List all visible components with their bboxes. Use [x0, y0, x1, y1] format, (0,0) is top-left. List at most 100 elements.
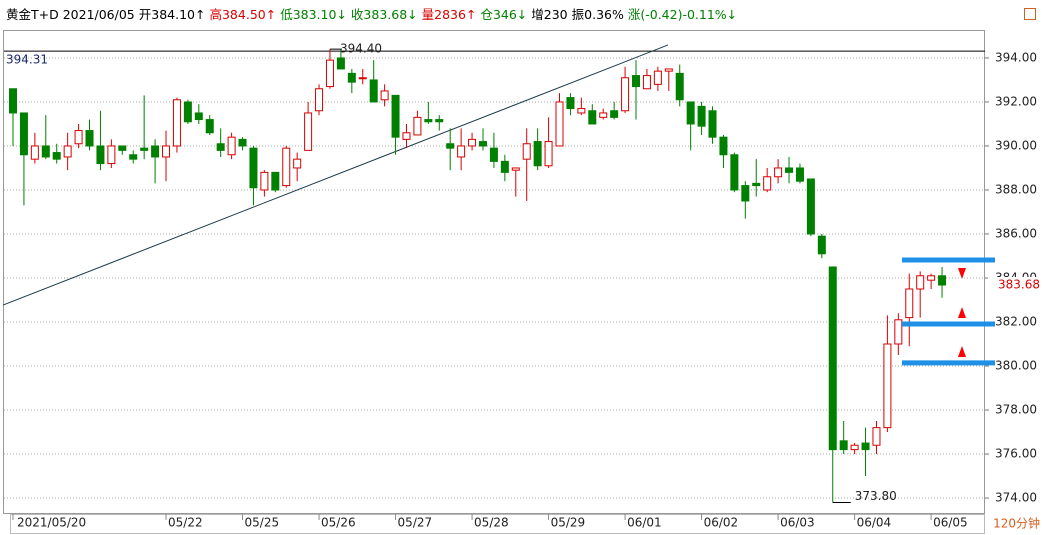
x-tick-label: 05/25: [245, 516, 280, 530]
header-item: 高384.50↑: [209, 7, 276, 22]
y-tick-label: 382.00: [995, 315, 1037, 329]
x-tick-label: 06/04: [857, 516, 892, 530]
candle-body: [172, 99, 181, 147]
candle-body: [872, 427, 881, 446]
candle-body: [271, 171, 280, 191]
candle-body: [151, 145, 160, 158]
candle-body: [347, 72, 356, 83]
candle-body: [741, 185, 750, 202]
candle-body: [642, 75, 651, 90]
candle-body: [391, 94, 400, 138]
candle-body: [457, 145, 466, 158]
candle-body: [905, 288, 914, 319]
candle-body: [927, 275, 936, 281]
x-tick-label: 06/03: [780, 516, 815, 530]
candle-body: [63, 145, 72, 158]
candle-body: [566, 97, 575, 110]
candle-body: [380, 90, 389, 101]
candle-body: [588, 110, 597, 125]
candle-body: [785, 167, 794, 173]
candle-body: [435, 119, 444, 123]
candle-body: [752, 182, 761, 187]
candle-body: [861, 442, 870, 451]
candle-body: [260, 171, 269, 191]
candle-body: [468, 138, 477, 147]
candle-body: [249, 147, 258, 189]
candle-body: [369, 79, 378, 103]
candle-body: [697, 105, 706, 127]
candle-body: [599, 112, 608, 118]
candle-body: [522, 143, 531, 160]
candle-body: [140, 147, 149, 151]
candle-body: [216, 143, 225, 151]
candle-body: [162, 145, 171, 158]
candle-body: [282, 147, 291, 187]
candle-body: [194, 112, 203, 121]
candle-body: [577, 108, 586, 114]
header-item: 增230: [531, 7, 567, 22]
header-item: 仓346↓: [480, 7, 527, 22]
last-price: 383.68: [998, 278, 1040, 292]
reference-label: 394.31: [6, 53, 48, 67]
candle-body: [828, 266, 837, 451]
candle-body: [315, 88, 324, 112]
candle-body: [916, 275, 925, 290]
up-arrow: [958, 346, 966, 357]
candle-body: [544, 141, 553, 167]
x-tick-label: 06/01: [627, 516, 662, 530]
candle-body: [806, 178, 815, 235]
candle-body: [19, 112, 28, 156]
candle-body: [129, 154, 138, 160]
window-icon[interactable]: [1024, 8, 1036, 20]
x-tick-label: 06/02: [704, 516, 739, 530]
candle-body: [555, 101, 564, 147]
candle-body: [74, 130, 83, 145]
candle-body: [402, 132, 411, 140]
candle-body: [96, 145, 105, 165]
candle-body: [938, 275, 947, 286]
candle-body: [730, 154, 739, 191]
y-tick-label: 392.00: [995, 94, 1037, 108]
candle-body: [358, 77, 367, 80]
header-item: 量2836↑: [422, 7, 477, 22]
y-tick-label: 374.00: [995, 491, 1037, 505]
candle-body: [205, 119, 214, 134]
candle-body: [424, 119, 433, 123]
candle-body: [478, 141, 487, 147]
candle-body: [708, 110, 717, 138]
header-item: 开384.10↑: [139, 7, 206, 22]
candle-body: [446, 143, 455, 149]
candle-body: [653, 70, 662, 85]
up-arrow: [958, 307, 966, 318]
x-tick-label: 06/05: [933, 516, 968, 530]
candle-body: [489, 147, 498, 162]
header-item: 振0.36%: [572, 7, 624, 22]
candle-body: [839, 440, 848, 451]
header: 黄金T+D 2021/06/05 开384.10↑ 高384.50↑ 低383.10↓…: [6, 7, 737, 22]
candle-body: [413, 116, 422, 136]
header-item: 收383.68↓: [351, 7, 418, 22]
x-tick-label: 05/29: [551, 516, 586, 530]
plot-frame: [3, 30, 985, 514]
candle-body: [41, 145, 50, 158]
candle-body: [30, 145, 39, 160]
candle-body: [85, 130, 94, 147]
y-tick-label: 380.00: [995, 359, 1037, 373]
last-price-box: [988, 277, 1042, 294]
candle-body: [686, 101, 695, 125]
header-item: 涨(-0.42)-0.11%↓: [628, 7, 737, 22]
candle-body: [817, 235, 826, 255]
y-tick-label: 376.00: [995, 447, 1037, 461]
candle-body: [183, 101, 192, 123]
y-tick-label: 386.00: [995, 226, 1037, 240]
candle-body: [850, 444, 859, 451]
candle-body: [719, 136, 728, 156]
candle-body: [118, 145, 127, 151]
candle-body: [500, 160, 509, 173]
period-label[interactable]: 120分钟: [993, 516, 1040, 531]
candle-body: [883, 343, 892, 429]
x-axis-frame: [10, 514, 985, 534]
x-tick-label: 2021/05/20: [17, 516, 86, 530]
candle-body: [610, 110, 619, 118]
